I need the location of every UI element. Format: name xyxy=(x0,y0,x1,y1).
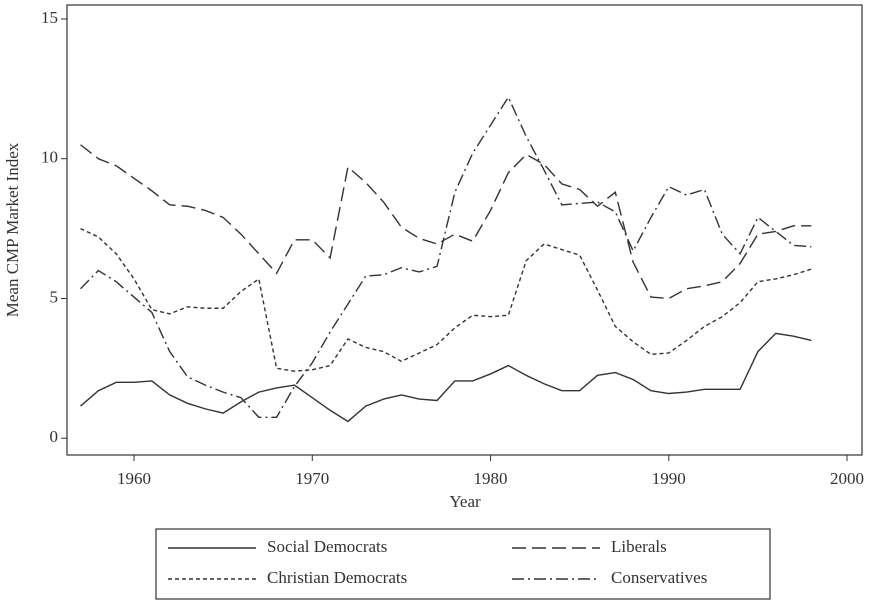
legend-label: Social Democrats xyxy=(267,537,387,556)
series-line xyxy=(80,227,812,372)
y-tick-label: 15 xyxy=(41,8,58,27)
legend-label: Conservatives xyxy=(611,568,707,587)
series-line xyxy=(80,95,812,418)
plot-frame xyxy=(66,4,863,456)
series-line xyxy=(80,144,812,300)
x-axis-label: Year xyxy=(449,492,481,511)
y-tick-label: 10 xyxy=(41,148,58,167)
legend-label: Liberals xyxy=(611,537,667,556)
x-tick-label: 2000 xyxy=(830,469,864,488)
legend-label: Christian Democrats xyxy=(267,568,407,587)
y-tick-label: 0 xyxy=(50,427,59,446)
x-tick-label: 1970 xyxy=(295,469,329,488)
legend-box xyxy=(155,528,771,600)
series-line xyxy=(80,332,812,423)
y-tick-label: 5 xyxy=(50,287,59,306)
x-tick-label: 1990 xyxy=(652,469,686,488)
x-tick-label: 1980 xyxy=(474,469,508,488)
x-tick-label: 1960 xyxy=(117,469,151,488)
y-axis-label: Mean CMP Market Index xyxy=(3,142,22,317)
